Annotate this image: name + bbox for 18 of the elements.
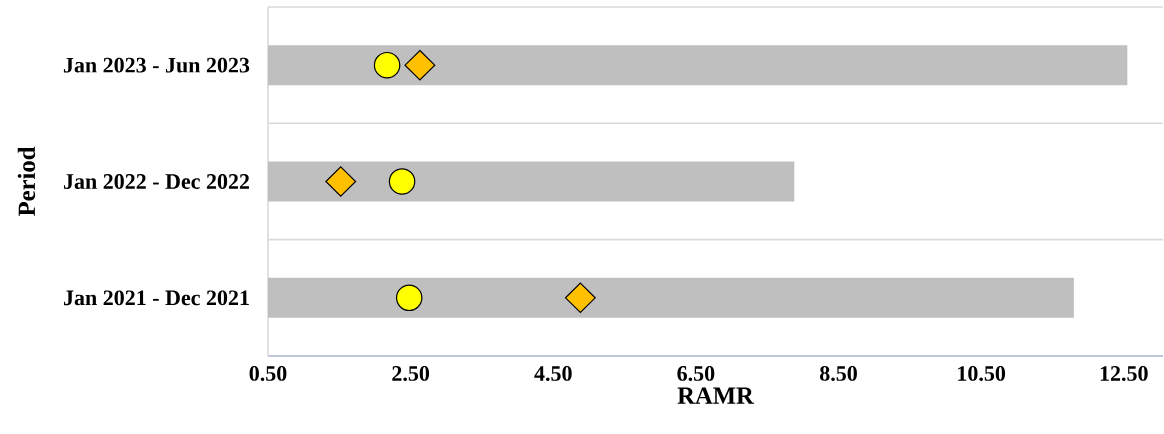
point: [325, 166, 357, 197]
x-tick-label: 10.50: [958, 366, 1006, 381]
x-tick-label: 0.50: [249, 366, 287, 381]
y-tick-label: Jan 2021 - Dec 2021: [63, 290, 249, 306]
point: [388, 168, 416, 195]
point: [373, 51, 401, 79]
x-axis-title: RAMR: [677, 387, 755, 404]
x-tick-label: 4.50: [534, 366, 572, 381]
x-tick-label: 8.50: [820, 366, 857, 381]
point: [404, 49, 436, 81]
x-tick-label: 12.50: [1100, 366, 1148, 381]
y-axis-title: Period: [17, 146, 36, 217]
x-tick-label: 6.50: [677, 366, 715, 381]
point: [564, 282, 596, 314]
y-tick-label: Jan 2023 - Jun 2023: [63, 57, 250, 73]
x-tick-label: 2.50: [392, 366, 430, 381]
y-tick-label: Jan 2022 - Dec 2022: [63, 174, 250, 189]
point: [395, 284, 423, 312]
